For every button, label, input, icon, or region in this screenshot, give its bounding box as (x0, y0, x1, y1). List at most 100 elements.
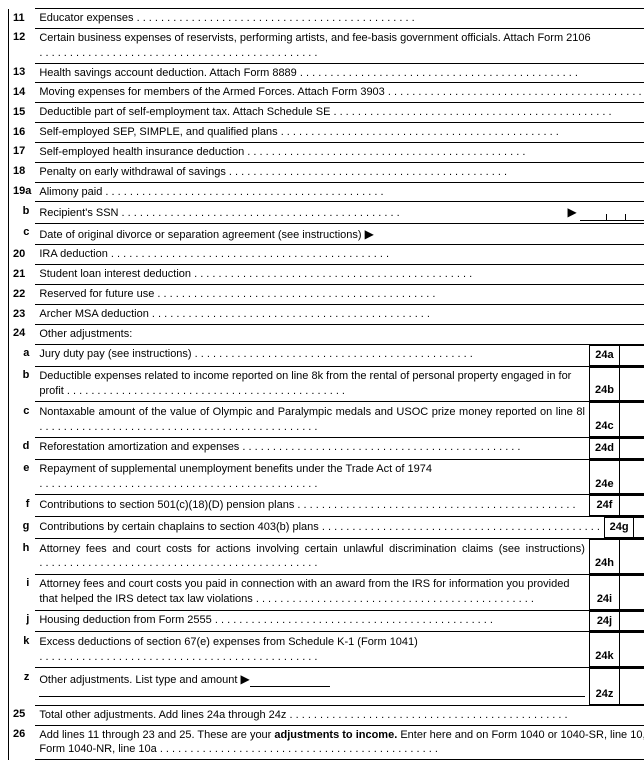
line-number: 17 (9, 142, 36, 162)
arrow-icon: ▶ (365, 227, 374, 241)
line-description: Add lines 11 through 23 and 25. These ar… (35, 725, 644, 760)
box-number: 24c (589, 403, 619, 437)
box-number: 24d (589, 438, 619, 458)
line-description: Penalty on early withdrawal of savings (35, 162, 644, 182)
line-description: Excess deductions of section 67(e) expen… (35, 633, 589, 667)
line-number: 25 (9, 705, 36, 725)
line-number: c (9, 223, 36, 245)
line-number: 20 (9, 245, 36, 265)
line-description-container: Deductible expenses related to income re… (35, 366, 644, 402)
line-description: Other adjustments: (35, 324, 644, 344)
line-description: Archer MSA deduction (35, 305, 644, 325)
line-number: f (9, 495, 36, 517)
amount-field[interactable] (619, 367, 644, 401)
box-number: 24k (589, 633, 619, 667)
line-description-container: Jury duty pay (see instructions)24a (35, 344, 644, 366)
line-number: 13 (9, 63, 36, 83)
box-number: 24j (589, 611, 619, 631)
tax-form-table: 11Educator expenses1112Certain business … (8, 8, 644, 760)
ssn-input-box[interactable] (580, 209, 644, 221)
amount-field[interactable] (619, 403, 644, 437)
line-description-container: Housing deduction from Form 255524j (35, 610, 644, 632)
line-description: Date of original divorce or separation a… (35, 223, 644, 245)
line-number: 16 (9, 123, 36, 143)
line-description: Reserved for future use (35, 285, 644, 305)
line-number: e (9, 459, 36, 495)
line-number: g (9, 517, 36, 539)
amount-field[interactable] (619, 540, 644, 574)
line-description: Nontaxable amount of the value of Olympi… (35, 403, 589, 437)
box-number: 24g (604, 518, 633, 538)
line-description: Total other adjustments. Add lines 24a t… (35, 705, 644, 725)
box-number: 24i (589, 575, 619, 609)
line-description: Health savings account deduction. Attach… (35, 63, 644, 83)
line-description-container: Reforestation amortization and expenses2… (35, 437, 644, 459)
line-description: Alimony paid (35, 182, 644, 202)
box-number: 24b (589, 367, 619, 401)
line-number: a (9, 344, 36, 366)
line-number: h (9, 539, 36, 575)
line-number: z (9, 668, 36, 706)
line-description-container: Excess deductions of section 67(e) expen… (35, 632, 644, 668)
line-description: Certain business expenses of reservists,… (35, 28, 644, 63)
line-description: Other adjustments. List type and amount … (35, 669, 589, 705)
line-description: Moving expenses for members of the Armed… (35, 83, 644, 103)
line-number: 18 (9, 162, 36, 182)
arrow-icon: ▶ (568, 204, 577, 220)
amount-field[interactable] (619, 496, 644, 516)
line-number: d (9, 437, 36, 459)
line-description: IRA deduction (35, 245, 644, 265)
line-number: 11 (9, 9, 36, 29)
line-description: Contributions to section 501(c)(18)(D) p… (35, 496, 589, 516)
line-number: b (9, 366, 36, 402)
amount-field[interactable] (619, 669, 644, 705)
line-number: b (9, 202, 36, 223)
line-description-container: Contributions to section 501(c)(18)(D) p… (35, 495, 644, 517)
line-number: k (9, 632, 36, 668)
line-description: Contributions by certain chaplains to se… (35, 518, 604, 538)
line-description: Educator expenses (35, 9, 644, 29)
line-description-container: Other adjustments. List type and amount … (35, 668, 644, 706)
box-number: 24e (589, 460, 619, 494)
line-description: Deductible part of self-employment tax. … (35, 103, 644, 123)
amount-field[interactable] (619, 345, 644, 365)
line-number: 23 (9, 305, 36, 325)
amount-field[interactable] (619, 460, 644, 494)
line-number: 26 (9, 725, 36, 760)
line-number: j (9, 610, 36, 632)
line-number: i (9, 574, 36, 610)
arrow-icon: ▶ (241, 672, 250, 686)
line-description-container: Attorney fees and court costs you paid i… (35, 574, 644, 610)
box-number: 24h (589, 540, 619, 574)
amount-field[interactable] (619, 611, 644, 631)
line-description: Recipient's SSN▶ (35, 202, 644, 223)
line-description: Self-employed SEP, SIMPLE, and qualified… (35, 123, 644, 143)
line-description: Attorney fees and court costs for action… (35, 540, 589, 574)
line-number: 14 (9, 83, 36, 103)
line-description-container: Repayment of supplemental unemployment b… (35, 459, 644, 495)
line-number: 21 (9, 265, 36, 285)
line-description: Repayment of supplemental unemployment b… (35, 460, 589, 494)
line-description: Attorney fees and court costs you paid i… (35, 575, 589, 609)
line-description: Reforestation amortization and expenses (35, 438, 589, 458)
line-number: 15 (9, 103, 36, 123)
box-number: 24a (589, 345, 619, 365)
line-description: Deductible expenses related to income re… (35, 367, 589, 401)
amount-field[interactable] (619, 438, 644, 458)
line-description: Student loan interest deduction (35, 265, 644, 285)
line-description: Housing deduction from Form 2555 (35, 611, 589, 631)
line-number: 19a (9, 182, 36, 202)
amount-field[interactable] (619, 633, 644, 667)
line-description: Jury duty pay (see instructions) (35, 345, 589, 365)
amount-field[interactable] (619, 575, 644, 609)
line-description-container: Attorney fees and court costs for action… (35, 539, 644, 575)
line-description: Self-employed health insurance deduction (35, 142, 644, 162)
line-number: 12 (9, 28, 36, 63)
amount-field[interactable] (634, 518, 644, 538)
line-number: 24 (9, 324, 36, 344)
box-number: 24f (589, 496, 619, 516)
line-description-container: Contributions by certain chaplains to se… (35, 517, 644, 539)
line-number: c (9, 402, 36, 438)
line-number: 22 (9, 285, 36, 305)
line-description-container: Nontaxable amount of the value of Olympi… (35, 402, 644, 438)
